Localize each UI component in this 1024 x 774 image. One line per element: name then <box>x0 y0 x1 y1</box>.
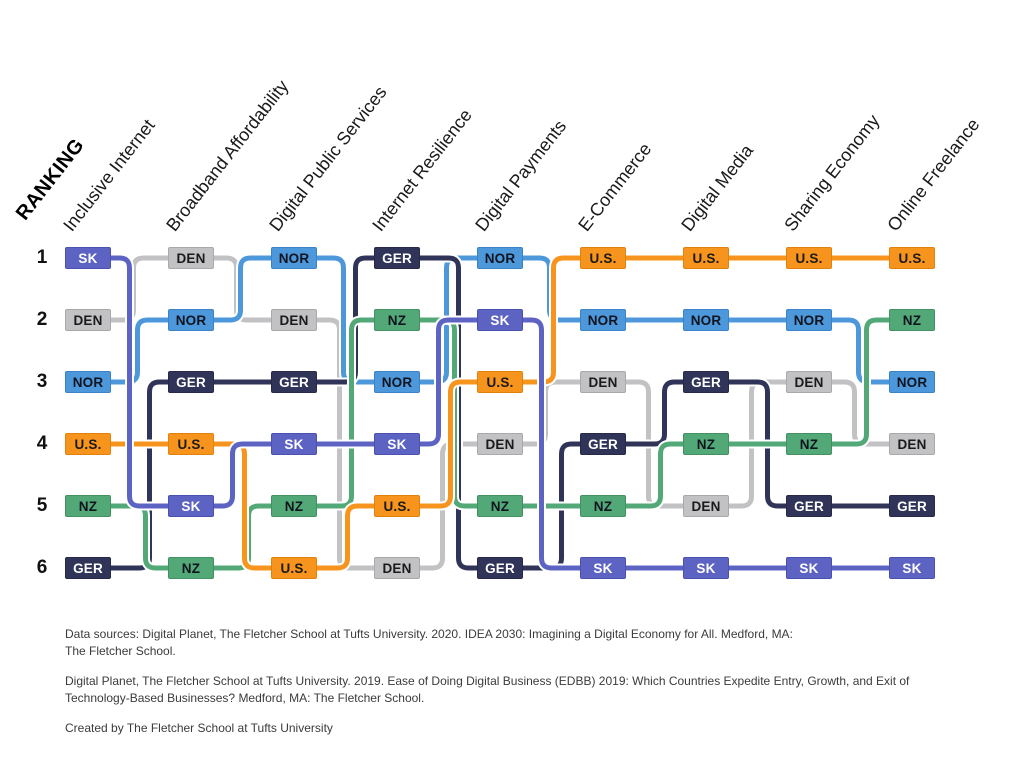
rank-number-3: 3 <box>36 371 48 392</box>
line-casing-NZ <box>111 501 168 573</box>
line-NZ <box>626 441 683 509</box>
line-DEN <box>523 379 580 447</box>
line-casing-NZ <box>626 439 683 511</box>
line-SK <box>111 255 168 509</box>
rank-number-4: 4 <box>36 433 48 454</box>
line-casing-DEN <box>111 253 168 325</box>
line-NZ <box>317 317 374 509</box>
line-NZ <box>832 317 889 447</box>
line-DEN <box>111 255 168 323</box>
rank-number-6: 6 <box>36 557 48 578</box>
line-NOR <box>214 255 271 323</box>
line-GER <box>626 379 683 447</box>
line-casing-DEN <box>523 377 580 449</box>
line-casing-GER <box>111 377 168 573</box>
line-SK <box>523 317 580 571</box>
line-US <box>420 379 477 509</box>
line-NZ <box>111 503 168 571</box>
line-DEN <box>832 379 889 447</box>
footer: Data sources: Digital Planet, The Fletch… <box>65 626 1005 750</box>
rank-number-5: 5 <box>36 495 48 516</box>
line-NOR <box>111 317 168 385</box>
line-casing-DEN <box>832 377 889 449</box>
line-US <box>317 503 374 571</box>
line-NOR <box>832 317 889 385</box>
line-SK <box>214 441 271 509</box>
footer-credit: Created by The Fletcher School at Tufts … <box>65 721 333 735</box>
rank-number-2: 2 <box>36 309 48 330</box>
footer-source-1: Data sources: Digital Planet, The Fletch… <box>65 627 793 658</box>
line-US <box>523 255 580 385</box>
footer-source-2: Digital Planet, The Fletcher School at T… <box>65 674 910 705</box>
rank-number-1: 1 <box>36 247 48 268</box>
line-casing-GER <box>626 377 683 449</box>
line-GER <box>111 379 168 571</box>
line-SK <box>420 317 477 447</box>
